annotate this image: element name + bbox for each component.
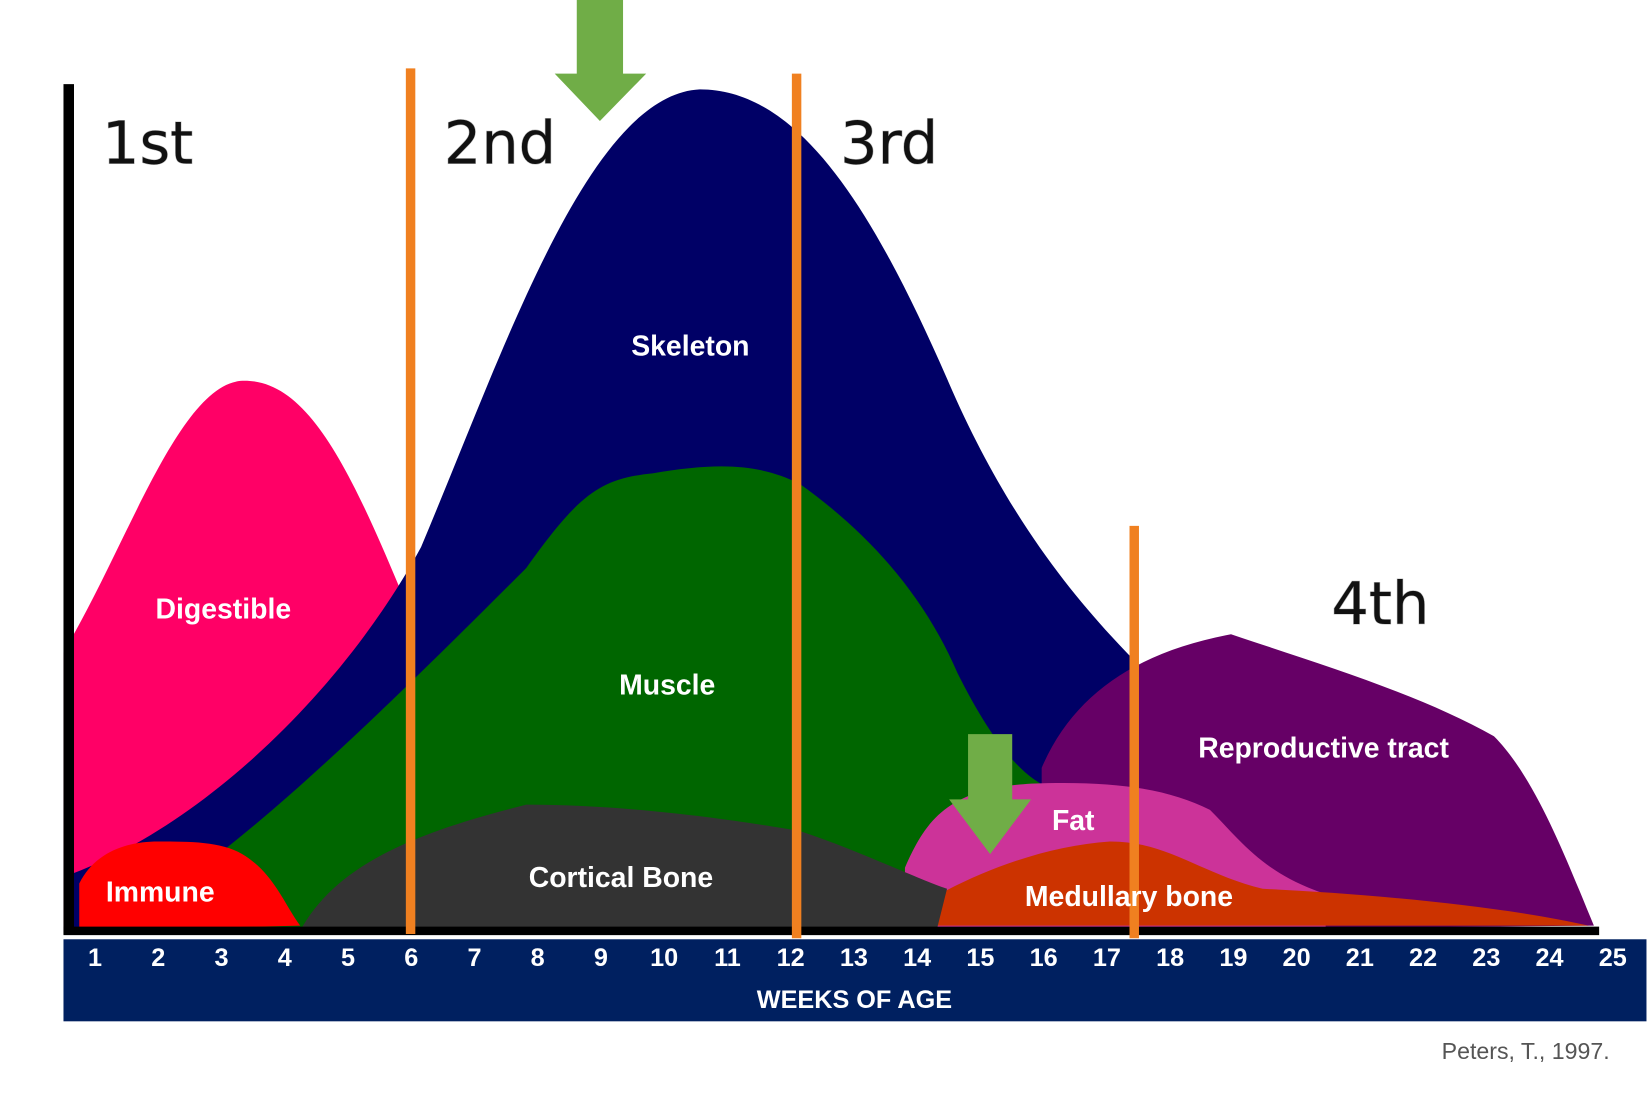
phase-label: 1st	[102, 108, 193, 177]
week-labels: 1 2 3 4 5 6 7 8 9 10 11 12 13 14 15 16 17 18 19 20 21 22 23 24 2…	[88, 944, 1627, 972]
week-label: 18	[1156, 944, 1184, 972]
week-label: 15	[966, 944, 994, 972]
region-label: Skeleton	[631, 331, 749, 363]
week-label: 17	[1093, 944, 1121, 972]
week-label: 12	[777, 944, 805, 972]
week-label: 14	[903, 944, 931, 972]
week-label: 5	[341, 944, 355, 972]
week-label: 25	[1599, 944, 1627, 972]
week-label: 21	[1346, 944, 1374, 972]
region-label: Cortical Bone	[529, 862, 713, 894]
week-label: 9	[594, 944, 608, 972]
week-label: 23	[1472, 944, 1500, 972]
arrow	[949, 734, 1032, 855]
region-label: Fat	[1052, 805, 1095, 837]
week-label: 19	[1219, 944, 1247, 972]
region-label: Muscle	[619, 669, 715, 701]
region-label: Medullary bone	[1025, 881, 1233, 913]
week-label: 3	[214, 944, 228, 972]
source: Peters, T., 1997.	[1442, 1038, 1610, 1064]
week-label: 7	[467, 944, 481, 972]
week-label: 4	[278, 944, 292, 972]
immune-area	[79, 841, 301, 931]
week-label: 1	[88, 944, 102, 972]
medullary-area	[889, 841, 1589, 926]
week-label: 10	[650, 944, 678, 972]
week-label: 11	[714, 944, 741, 972]
phase-label: 4th	[1331, 569, 1429, 638]
muscle-area	[221, 466, 1053, 931]
week-label: 2	[151, 944, 165, 972]
region-label: Digestible	[156, 594, 292, 626]
x-axis-label: WEEKS OF AGE	[757, 986, 952, 1014]
week-label: 20	[1283, 944, 1311, 972]
week-label: 22	[1409, 944, 1437, 972]
phase-label: 2nd	[444, 108, 556, 177]
axis-band	[63, 939, 1647, 1022]
week-label: 6	[404, 944, 418, 972]
region-label: Immune	[106, 877, 215, 909]
week-label: 24	[1536, 944, 1564, 972]
week-label: 8	[531, 944, 545, 972]
week-label: 16	[1030, 944, 1058, 972]
arrow	[554, 0, 647, 121]
cortical-area	[300, 804, 948, 931]
week-label: 13	[840, 944, 868, 972]
region-label: Reproductive tract	[1198, 732, 1449, 764]
phase-label: 3rd	[840, 108, 938, 177]
